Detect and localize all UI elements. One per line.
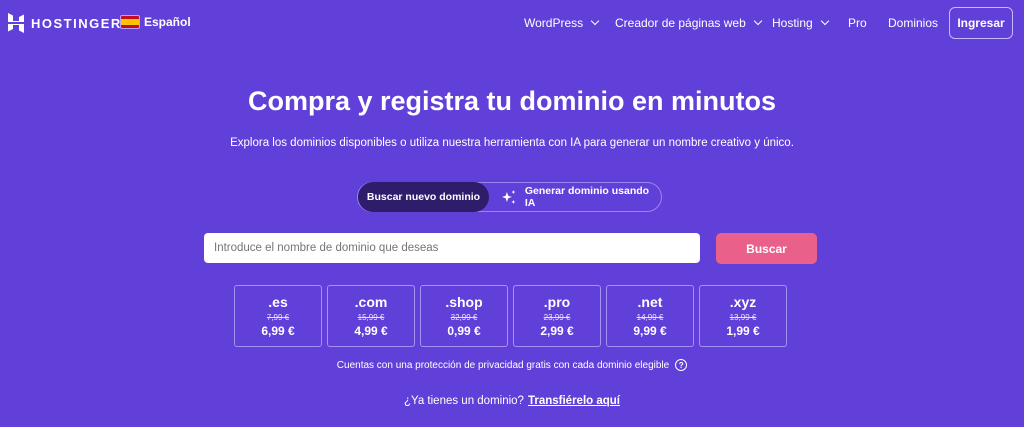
nav-wordpress[interactable]: WordPress (524, 16, 600, 30)
nav-label: WordPress (524, 16, 584, 30)
domain-search-input[interactable] (204, 233, 700, 263)
page-subtitle: Explora los dominios disponibles o utili… (230, 137, 794, 149)
language-selector[interactable]: Español (120, 15, 191, 29)
privacy-note: Cuentas con una protección de privacidad… (0, 359, 1024, 371)
tld-price: 2,99 € (540, 324, 574, 338)
chevron-down-icon (820, 16, 829, 26)
tld-price: 6,99 € (261, 324, 295, 338)
tld-old-price: 23,99 € (543, 313, 571, 322)
tld-price: 0,99 € (447, 324, 481, 338)
tld-name: .pro (543, 294, 571, 310)
tld-name: .es (268, 294, 288, 310)
privacy-text: Cuentas con una protección de privacidad… (336, 359, 670, 371)
spain-flag-icon (120, 15, 140, 29)
tab-search-domain[interactable]: Buscar nuevo dominio (358, 182, 489, 212)
search-mode-toggle: Buscar nuevo dominio Generar dominio usa… (357, 182, 662, 212)
tld-price-list: .es 7,99 € 6,99 € .com 15,99 € 4,99 € .shop 3… (234, 285, 787, 347)
tld-old-price: 13,99 € (729, 313, 757, 322)
brand-name: HOSTINGER (31, 15, 122, 31)
nav-label: Hosting (772, 16, 813, 30)
sparkles-icon (501, 190, 516, 204)
language-label: Español (144, 15, 191, 29)
tld-card-net[interactable]: .net 14,99 € 9,99 € (606, 285, 694, 347)
search-button[interactable]: Buscar (716, 233, 817, 264)
login-button[interactable]: Ingresar (949, 7, 1013, 39)
tld-name: .com (354, 294, 388, 310)
nav-label: Creador de páginas web (615, 16, 746, 30)
tld-card-pro[interactable]: .pro 23,99 € 2,99 € (513, 285, 601, 347)
page-title: Compra y registra tu dominio en minutos (247, 86, 777, 116)
tld-card-xyz[interactable]: .xyz 13,99 € 1,99 € (699, 285, 787, 347)
tld-card-es[interactable]: .es 7,99 € 6,99 € (234, 285, 322, 347)
tld-old-price: 14,99 € (636, 313, 664, 322)
nav-domains[interactable]: Dominios (888, 16, 938, 30)
tld-card-shop[interactable]: .shop 32,99 € 0,99 € (420, 285, 508, 347)
tld-old-price: 32,99 € (450, 313, 478, 322)
nav-hosting[interactable]: Hosting (772, 16, 829, 30)
nav-label: Dominios (888, 16, 939, 30)
chevron-down-icon (590, 16, 600, 26)
help-icon[interactable]: ? (675, 359, 688, 371)
nav-website-builder[interactable]: Creador de páginas web (615, 16, 763, 30)
transfer-question: ¿Ya tienes un dominio? (403, 395, 524, 407)
tld-old-price: 7,99 € (266, 313, 290, 322)
tld-name: .shop (445, 294, 483, 310)
tab-label: Generar dominio usando IA (524, 185, 650, 209)
tld-price: 1,99 € (726, 324, 760, 338)
tld-price: 9,99 € (633, 324, 667, 338)
hostinger-logo[interactable]: HOSTINGER (8, 13, 122, 33)
tld-name: .net (637, 294, 663, 310)
chevron-down-icon (753, 16, 763, 26)
transfer-link[interactable]: Transfiérelo aquí (527, 395, 620, 407)
tab-generate-ai[interactable]: Generar dominio usando IA (501, 183, 661, 211)
hostinger-logo-icon (8, 13, 24, 33)
nav-label: Pro (848, 16, 867, 30)
tld-card-com[interactable]: .com 15,99 € 4,99 € (327, 285, 415, 347)
tld-price: 4,99 € (354, 324, 388, 338)
top-nav: HOSTINGER Español WordPress Creador de p… (0, 0, 1024, 46)
transfer-note: ¿Ya tienes un dominio? Transfiérelo aquí (0, 395, 1024, 407)
tld-old-price: 15,99 € (357, 313, 385, 322)
tld-name: .xyz (729, 294, 757, 310)
nav-pro[interactable]: Pro (848, 16, 867, 30)
